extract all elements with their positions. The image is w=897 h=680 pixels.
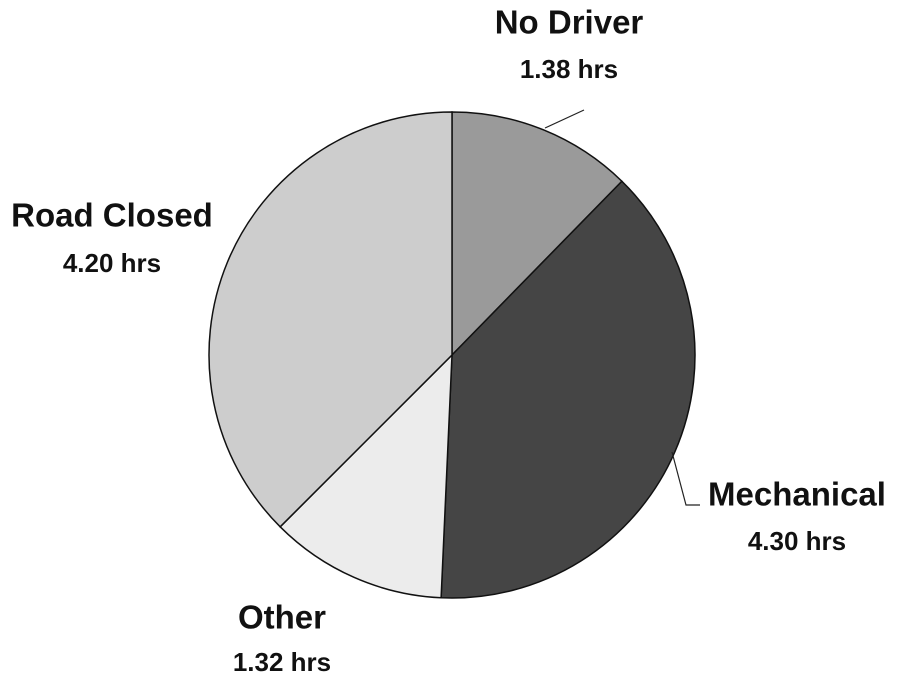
leader-line: [671, 451, 700, 506]
slice-label: Road Closed: [11, 197, 213, 234]
slice-label: Other: [238, 599, 326, 636]
value-label: 4.20 hrs: [63, 248, 161, 278]
pie-slice: [451, 111, 623, 357]
value-label: 1.32 hrs: [233, 647, 331, 677]
slice-label: Mechanical: [708, 476, 886, 513]
slice-label: No Driver: [495, 4, 644, 41]
value-label: 1.38 hrs: [520, 54, 618, 84]
pie-slice: [440, 180, 696, 599]
value-label: 4.30 hrs: [748, 526, 846, 556]
pie-slice: [279, 353, 453, 599]
leader-line: [544, 109, 585, 129]
pie: [208, 111, 696, 599]
pie-slice: [208, 111, 453, 528]
